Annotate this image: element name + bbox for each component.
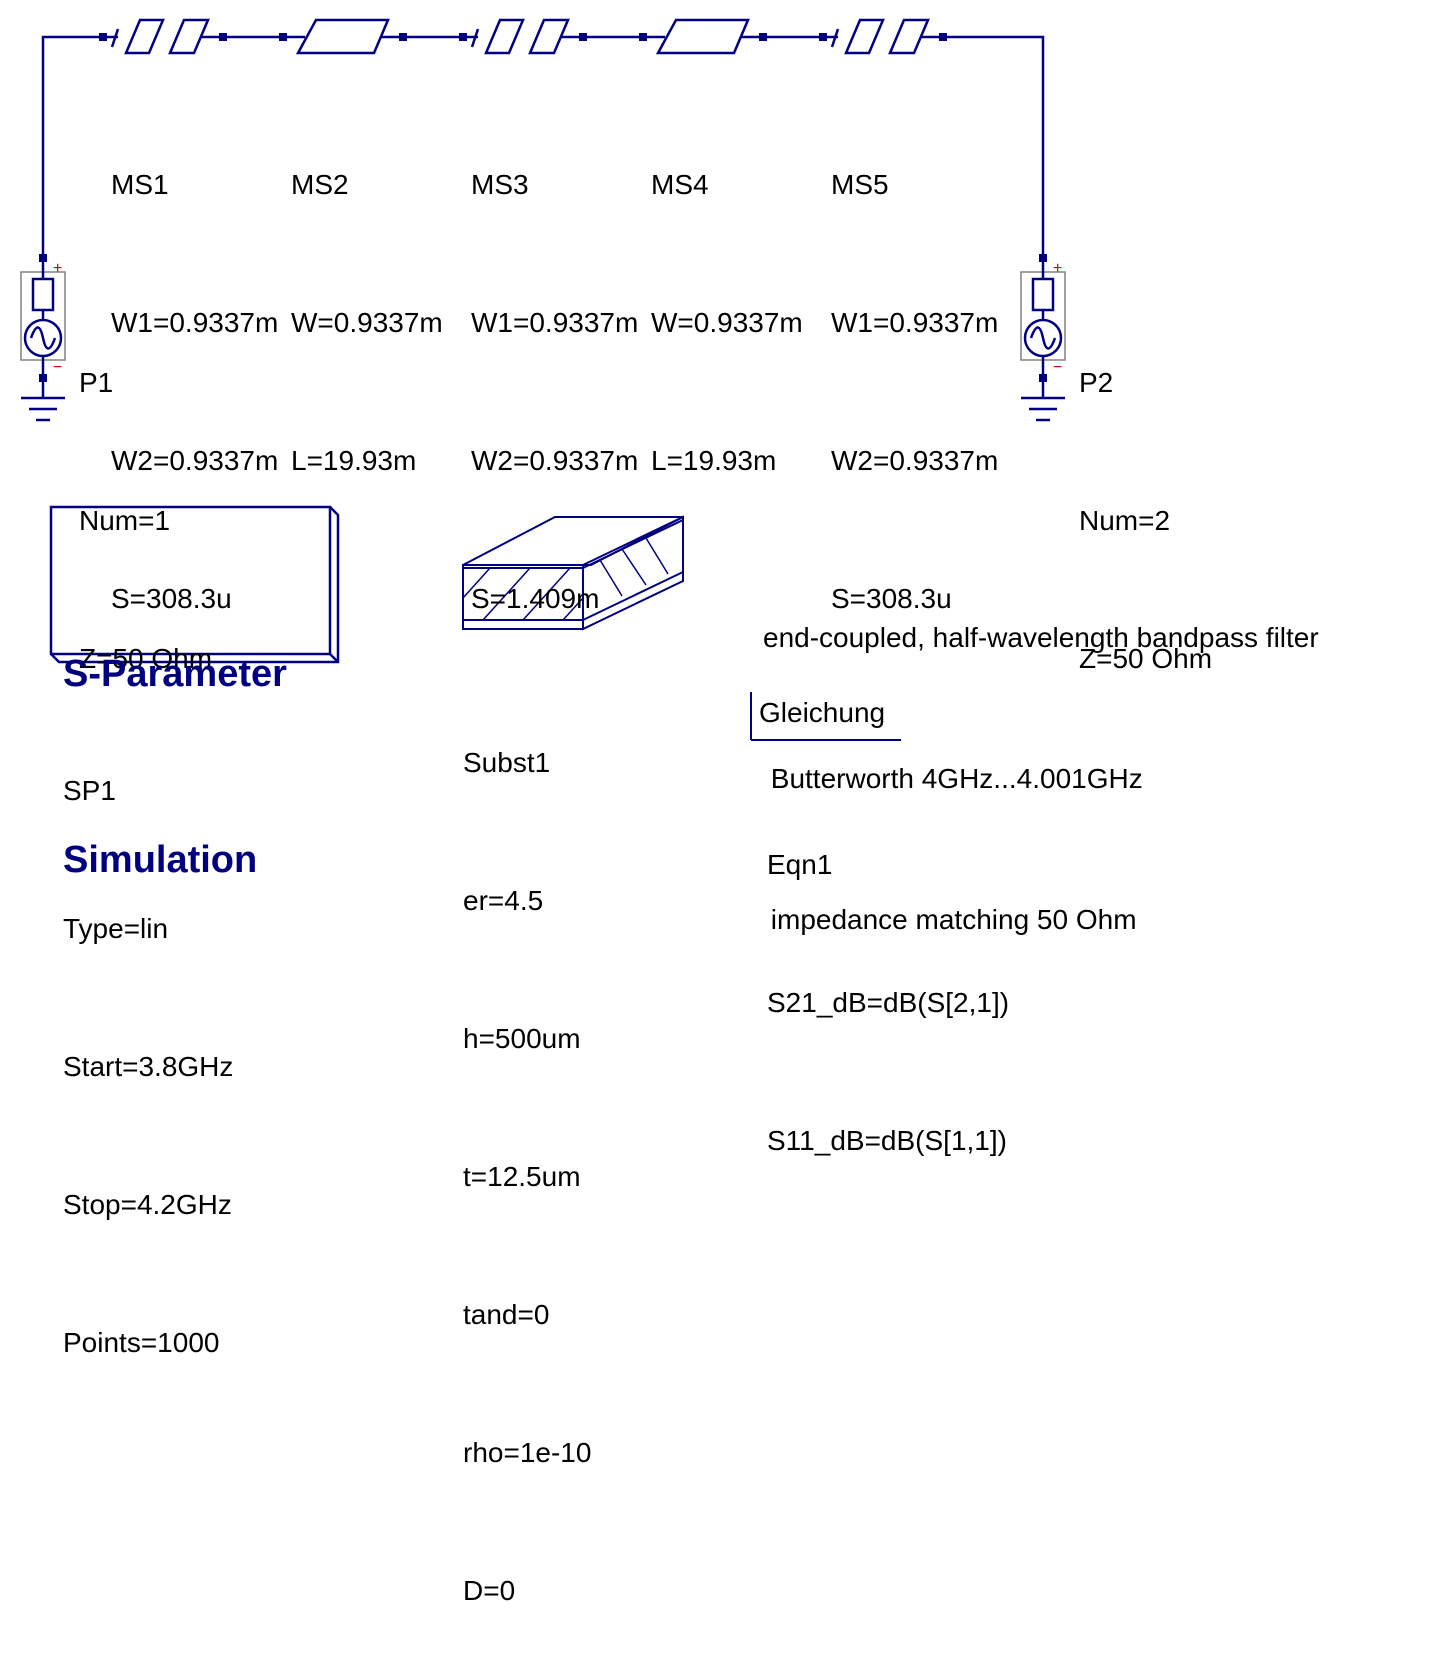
port-p1-minus-sign: − xyxy=(53,359,62,376)
port-p2-impedance: Z=50 Ohm xyxy=(1079,643,1213,674)
ms1-param-w2: W2=0.9337m xyxy=(111,445,279,476)
port-p1-label: P1 Num=1 Z=50 Ohm xyxy=(79,268,212,728)
simulation-block[interactable] xyxy=(49,505,340,664)
ms4-name: MS4 xyxy=(651,169,709,200)
ms2-name: MS2 xyxy=(291,169,349,200)
node-dot xyxy=(819,33,827,41)
node-dot xyxy=(459,33,467,41)
port-p1-impedance: Z=50 Ohm xyxy=(79,643,213,674)
description-text: end-coupled, half-wavelength bandpass fi… xyxy=(763,520,1319,990)
port-p2-num: Num=2 xyxy=(1079,505,1171,536)
equation-block[interactable] xyxy=(750,692,901,741)
ms3-symbol[interactable] xyxy=(463,18,583,55)
ms5-param-w2: W2=0.9337m xyxy=(831,445,999,476)
node-dot xyxy=(219,33,227,41)
ms1-param-s: S=308.3u xyxy=(111,583,232,614)
substrate-name: Subst1 xyxy=(463,747,551,778)
ms5-name: MS5 xyxy=(831,169,889,200)
ms3-param-w1: W1=0.9337m xyxy=(471,307,639,338)
schematic-canvas: + − + − xyxy=(20,18,1066,741)
simulation-title: S-Parameter Simulation xyxy=(63,519,287,953)
wire-ms5-to-p2 xyxy=(943,35,1045,258)
ms3-param-w2: W2=0.9337m xyxy=(471,445,639,476)
port-p1-num: Num=1 xyxy=(79,505,171,536)
node-dot xyxy=(939,33,947,41)
equation-name: Eqn1 xyxy=(767,849,833,880)
ms3-name: MS3 xyxy=(471,169,529,200)
equation-s11: S11_dB=dB(S[1,1]) xyxy=(767,1125,1007,1156)
description-line-2: Butterworth 4GHz...4.001GHz xyxy=(763,763,1143,794)
port-p2-minus-sign: − xyxy=(1053,359,1062,376)
node-dot xyxy=(99,33,107,41)
substrate-label: Subst1 er=4.5 h=500um t=12.5um tand=0 rh… xyxy=(463,648,591,1660)
ms1-name: MS1 xyxy=(111,169,169,200)
substrate-param-rho: rho=1e-10 xyxy=(463,1437,592,1468)
ms4-label: MS4 W=0.9337m L=19.93m xyxy=(651,70,803,530)
ms4-param-l: L=19.93m xyxy=(651,445,777,476)
description-line-1: end-coupled, half-wavelength bandpass fi… xyxy=(763,622,1319,653)
simulation-title-line2: Simulation xyxy=(63,839,258,881)
ms4-symbol[interactable] xyxy=(643,18,763,55)
port-p2-symbol[interactable] xyxy=(1020,258,1066,422)
wire-p1-to-ms1 xyxy=(41,35,103,258)
simulation-param-start: Start=3.8GHz xyxy=(63,1051,234,1082)
ms1-param-w1: W1=0.9337m xyxy=(111,307,279,338)
simulation-param-type: Type=lin xyxy=(63,913,169,944)
substrate-symbol[interactable] xyxy=(462,515,684,631)
port-p2-plus-sign: + xyxy=(1053,260,1062,277)
ms2-param-l: L=19.93m xyxy=(291,445,417,476)
simulation-param-points: Points=1000 xyxy=(63,1327,220,1358)
substrate-param-h: h=500um xyxy=(463,1023,581,1054)
ms2-label: MS2 W=0.9337m L=19.93m xyxy=(291,70,443,530)
node-dot xyxy=(759,33,767,41)
port-p1-plus-sign: + xyxy=(53,260,62,277)
ms1-symbol[interactable] xyxy=(103,18,223,55)
simulation-title-line1: S-Parameter xyxy=(63,653,287,695)
ms5-param-w1: W1=0.9337m xyxy=(831,307,999,338)
simulation-label: SP1 Type=lin Start=3.8GHz Stop=4.2GHz Po… xyxy=(63,676,233,1412)
ms3-label: MS3 W1=0.9337m W2=0.9337m S=1.409m xyxy=(471,70,638,668)
ms2-param-w: W=0.9337m xyxy=(291,307,443,338)
port-p2-name: P2 xyxy=(1079,367,1114,398)
simulation-name: SP1 xyxy=(63,775,116,806)
ms5-param-s: S=308.3u xyxy=(831,583,952,614)
description-line-3: impedance matching 50 Ohm xyxy=(763,904,1137,935)
substrate-param-t: t=12.5um xyxy=(463,1161,581,1192)
node-dot xyxy=(639,33,647,41)
ms4-param-w: W=0.9337m xyxy=(651,307,803,338)
substrate-param-d: D=0 xyxy=(463,1575,516,1606)
equation-header: Gleichung xyxy=(759,697,886,728)
node-dot xyxy=(399,33,407,41)
simulation-param-stop: Stop=4.2GHz xyxy=(63,1189,232,1220)
ms2-symbol[interactable] xyxy=(283,18,403,55)
substrate-param-er: er=4.5 xyxy=(463,885,544,916)
port-p1-symbol[interactable] xyxy=(20,258,66,422)
ms5-symbol[interactable] xyxy=(823,18,943,55)
ms3-param-s: S=1.409m xyxy=(471,583,600,614)
substrate-param-tand: tand=0 xyxy=(463,1299,550,1330)
node-dot xyxy=(579,33,587,41)
ms5-label: MS5 W1=0.9337m W2=0.9337m S=308.3u xyxy=(831,70,998,668)
equation-s21: S21_dB=dB(S[2,1]) xyxy=(767,987,1010,1018)
equation-label: Eqn1 S21_dB=dB(S[2,1]) S11_dB=dB(S[1,1]) xyxy=(767,750,1009,1210)
ms1-label: MS1 W1=0.9337m W2=0.9337m S=308.3u xyxy=(111,70,278,668)
node-dot xyxy=(279,33,287,41)
port-p2-label: P2 Num=2 Z=50 Ohm xyxy=(1079,268,1212,728)
port-p1-name: P1 xyxy=(79,367,114,398)
